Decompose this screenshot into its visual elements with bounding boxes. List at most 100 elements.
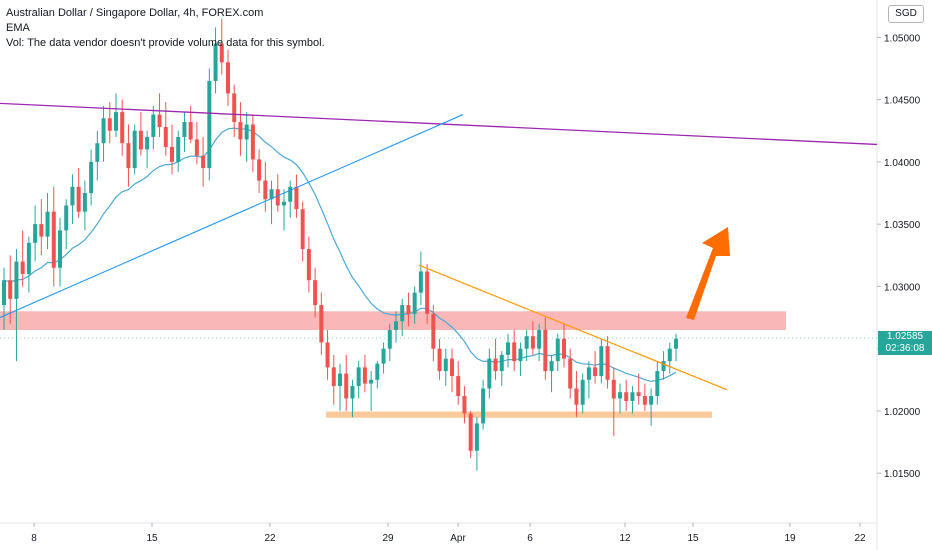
candle-body [176, 136, 181, 162]
candle-body [493, 358, 498, 372]
candle-body [400, 305, 405, 322]
candle-body [232, 93, 237, 123]
candle-body [586, 367, 591, 380]
volume-note: Vol: The data vendor doesn't provide vol… [6, 37, 325, 49]
candle-body [95, 143, 100, 162]
candle-body [151, 114, 156, 137]
candle-body [555, 338, 560, 362]
candle-body [39, 224, 44, 237]
candle-body [101, 118, 106, 144]
candle-body [394, 321, 398, 330]
time-tick-label: 29 [382, 533, 394, 544]
candle-body [593, 367, 598, 377]
candle-body [64, 205, 69, 231]
candle-body [26, 242, 31, 274]
candle-body [207, 80, 212, 169]
candle-body [431, 313, 436, 349]
candle-body [524, 336, 529, 349]
currency-badge[interactable]: SGD [888, 5, 924, 23]
time-axis[interactable]: 8 15 22 29 Apr 6 12 15 19 22 [31, 523, 866, 544]
blue-trendline [0, 114, 464, 319]
price-tick-label: 1.04000 [884, 158, 921, 169]
candle-body [294, 186, 299, 210]
candle-body [649, 395, 654, 405]
candle-body [518, 348, 523, 362]
candle-body [325, 342, 330, 368]
ema-indicator-label[interactable]: EMA [6, 22, 30, 34]
candle-body [418, 271, 423, 293]
candle-body [82, 193, 87, 212]
candle-body [282, 201, 286, 206]
candle-body [107, 118, 112, 131]
candle-body [362, 367, 367, 384]
candle-body [437, 348, 442, 372]
candle-body [549, 361, 554, 372]
orange-descending-trendline [418, 264, 728, 391]
candle-body [512, 342, 517, 362]
candle-body [562, 338, 566, 359]
candle-body [300, 209, 305, 250]
candle-body [138, 130, 143, 150]
candle-body [157, 114, 162, 128]
candle-body [244, 124, 249, 140]
last-price-tag: 1.02585 02:36:08 [878, 331, 932, 356]
candle-body [306, 249, 311, 281]
candle-body [194, 139, 199, 156]
price-tick-label: 1.04500 [884, 96, 921, 107]
candle-body [238, 122, 243, 140]
candle-body [331, 367, 336, 387]
red-resistance-zone [0, 311, 786, 330]
symbol-title[interactable]: Australian Dollar / Singapore Dollar, 4h… [6, 7, 264, 19]
candle-body [624, 392, 629, 401]
candle-body [2, 280, 6, 306]
candle-body [319, 305, 324, 343]
candle-body [487, 358, 492, 389]
candle-body [145, 136, 150, 150]
candle-body [630, 392, 635, 401]
price-tick-label: 1.02000 [884, 407, 921, 418]
chart-legend: Australian Dollar / Singapore Dollar, 4h… [6, 6, 325, 51]
candle-body [530, 336, 535, 349]
candle-body [20, 261, 25, 274]
candle-body [381, 348, 386, 364]
drawings-layer [0, 102, 878, 391]
candle-body [674, 338, 678, 349]
candle-body [356, 367, 361, 387]
candle-body [456, 376, 461, 396]
candle-body [481, 388, 486, 424]
zones-layer [0, 311, 786, 418]
candle-body [462, 395, 467, 414]
price-tick-label: 1.03000 [884, 282, 921, 293]
candle-body [263, 180, 268, 200]
candle-body [201, 155, 206, 169]
candle-body [661, 361, 666, 372]
bar-countdown: 02:36:08 [885, 343, 925, 355]
candle-body [537, 329, 542, 349]
candle-body [468, 413, 473, 451]
candle-body [188, 122, 193, 140]
candle-body [375, 363, 380, 380]
candle-body [655, 371, 660, 396]
candle-body [450, 358, 454, 377]
time-tick-label: 15 [146, 533, 158, 544]
time-tick-label: 19 [784, 533, 796, 544]
candle-body [226, 62, 230, 94]
candle-body [275, 189, 280, 206]
candle-body [543, 329, 548, 372]
candle-body [443, 358, 448, 372]
candle-body [8, 280, 13, 299]
bullish-arrow [686, 227, 730, 320]
candle-body [599, 346, 604, 377]
candle-body [406, 305, 411, 314]
time-tick-label: 22 [264, 533, 276, 544]
candle-body [132, 130, 137, 169]
candle-body [642, 395, 647, 405]
candle-body [580, 379, 585, 405]
candle-body [412, 292, 417, 314]
candle-body [474, 423, 479, 451]
candle-body [499, 354, 504, 372]
price-tick-label: 1.01500 [884, 469, 921, 480]
candles-layer [2, 18, 678, 471]
